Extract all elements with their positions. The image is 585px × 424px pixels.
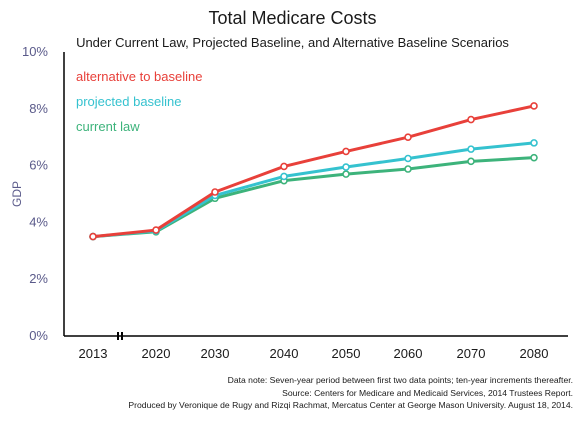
legend-entry: projected baseline <box>76 94 182 109</box>
x-tick-label: 2013 <box>79 346 108 361</box>
chart-subtitle: Under Current Law, Projected Baseline, a… <box>76 35 509 50</box>
chart-notes: Data note: Seven-year period between fir… <box>128 374 573 412</box>
data-point <box>280 172 288 181</box>
x-tick-label: 2040 <box>270 346 299 361</box>
chart-title: Total Medicare Costs <box>208 8 377 28</box>
y-tick-label: 8% <box>29 101 48 116</box>
data-point <box>404 133 412 141</box>
data-point <box>280 162 288 171</box>
legend-entry: current law <box>76 119 140 134</box>
y-tick-label: 2% <box>29 271 48 286</box>
data-point <box>530 102 538 110</box>
data-point <box>467 115 475 124</box>
data-point <box>530 139 538 147</box>
data-point <box>467 157 475 166</box>
x-tick-label: 2050 <box>332 346 361 361</box>
data-point <box>342 163 350 171</box>
x-tick-label: 2030 <box>201 346 230 361</box>
y-tick-label: 6% <box>29 158 48 173</box>
data-point <box>89 232 97 241</box>
source-note: Source: Centers for Medicare and Medicai… <box>282 387 573 398</box>
series-line <box>91 141 536 239</box>
x-tick-label: 2070 <box>457 346 486 361</box>
x-tick-label: 2060 <box>394 346 423 361</box>
data-point <box>342 147 350 156</box>
y-tick-label: 0% <box>29 328 48 343</box>
y-tick-label: 10% <box>22 44 48 59</box>
series-line <box>91 156 536 239</box>
x-tick-label: 2080 <box>520 346 549 361</box>
data-point <box>342 170 350 178</box>
data-note: Data note: Seven-year period between fir… <box>227 375 573 385</box>
y-tick-label: 4% <box>29 214 48 229</box>
credit-note: Produced by Veronique de Rugy and Rizqi … <box>128 400 573 410</box>
data-point <box>404 165 412 173</box>
data-point <box>211 188 219 196</box>
legend-entry: alternative to baseline <box>76 69 202 84</box>
x-tick-label: 2020 <box>142 346 171 361</box>
data-point <box>404 154 412 163</box>
data-point <box>530 153 538 162</box>
data-point <box>467 145 475 153</box>
series-line <box>91 104 536 239</box>
data-point <box>152 226 160 234</box>
y-axis-label: GDP <box>10 181 24 207</box>
